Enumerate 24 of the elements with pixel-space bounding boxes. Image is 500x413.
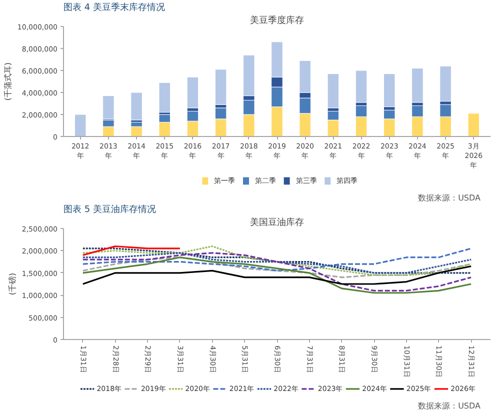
bar — [130, 126, 142, 136]
bar — [158, 82, 170, 113]
bar — [186, 76, 199, 108]
bar — [214, 69, 227, 105]
bar — [412, 68, 424, 103]
source-note: 数据来源：USDA — [418, 194, 482, 202]
bar — [468, 113, 480, 136]
text: 图表 5 美豆油库存情况 — [64, 204, 156, 215]
line-series — [82, 256, 472, 278]
bar — [440, 66, 452, 102]
line-series — [82, 252, 472, 274]
source-note: 数据来源：USDA — [418, 402, 482, 410]
line-series — [82, 265, 472, 285]
bar — [384, 74, 396, 108]
y-axis-title: (千磅) — [8, 272, 17, 296]
y-axis-title: (千蒲式耳) — [3, 62, 12, 101]
bar — [327, 74, 340, 108]
bar — [74, 114, 86, 136]
bar — [130, 92, 142, 120]
chart-title: 美豆季度库存 — [250, 15, 304, 26]
text: 图表 4 美豆季末库存情况 — [64, 2, 165, 13]
chart-title: 美国豆油库存 — [250, 217, 304, 228]
bar — [243, 54, 255, 96]
bar — [355, 70, 368, 103]
